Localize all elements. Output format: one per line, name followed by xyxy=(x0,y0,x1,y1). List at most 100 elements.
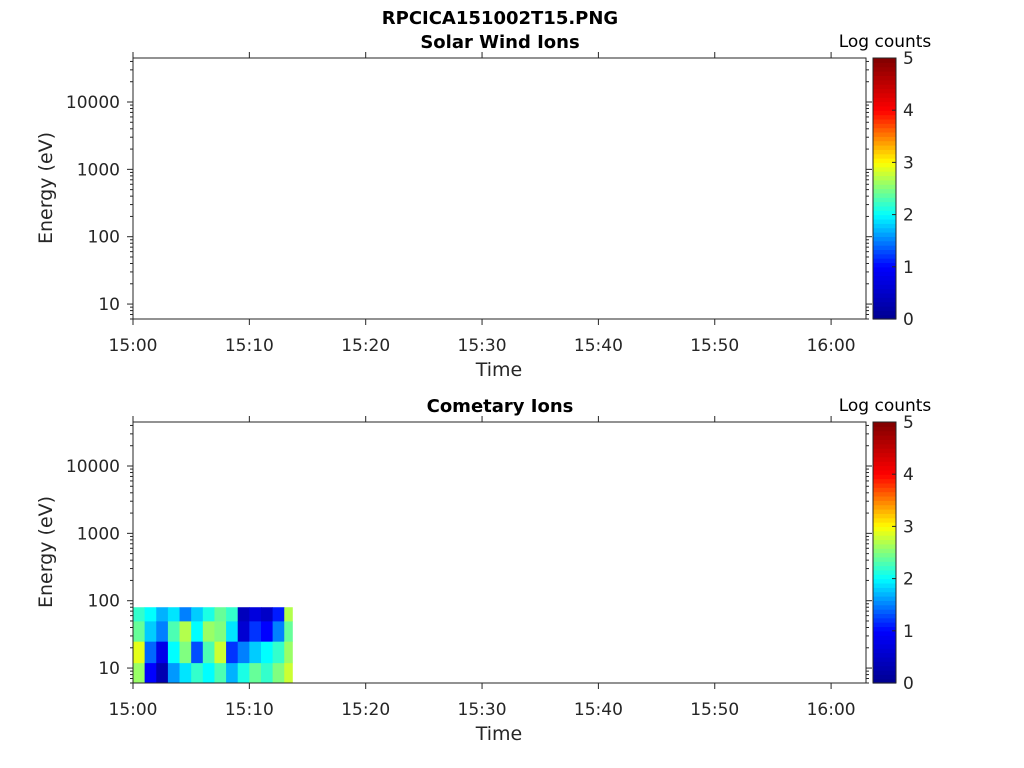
colorbar-swatch xyxy=(873,297,896,303)
colorbar-swatch xyxy=(873,136,896,142)
colorbar-swatch xyxy=(873,435,896,440)
colorbar-swatch xyxy=(873,71,896,76)
figure-title: RPCICA151002T15.PNG xyxy=(382,8,618,29)
heatmap-cell xyxy=(133,620,146,642)
colorbar-swatch xyxy=(873,184,896,190)
colorbar-swatch xyxy=(873,678,896,684)
heatmap-cell xyxy=(226,641,239,664)
colorbar-swatch xyxy=(873,495,896,501)
colorbar-swatch xyxy=(873,513,896,519)
x-tick-label: 15:00 xyxy=(109,336,158,356)
heatmap-cell xyxy=(167,662,180,684)
heatmap-cell xyxy=(156,662,169,684)
colorbar-swatch xyxy=(873,587,896,593)
y-tick-label: 1000 xyxy=(77,524,120,544)
colorbar-swatch xyxy=(873,439,896,445)
colorbar-tick-label: 5 xyxy=(903,49,914,69)
heatmap-cell xyxy=(202,607,215,622)
heatmap-cell xyxy=(156,620,169,642)
colorbar-tick-label: 5 xyxy=(903,413,914,433)
heatmap-cell xyxy=(214,607,227,622)
colorbar-swatch xyxy=(873,232,896,237)
colorbar-swatch xyxy=(873,448,896,454)
heatmap-cell xyxy=(284,607,293,622)
colorbar-swatch xyxy=(873,565,896,571)
y-tick-label: 100 xyxy=(88,228,120,248)
colorbar-swatch xyxy=(873,535,896,541)
colorbar-swatch xyxy=(873,62,896,68)
y-axis-ticks: 10 100 1000 10000 xyxy=(66,424,872,684)
colorbar-swatch xyxy=(873,166,896,172)
colorbar-swatch xyxy=(873,131,896,137)
colorbar-swatch xyxy=(873,526,896,532)
colorbar-swatch xyxy=(873,240,896,246)
x-tick-label: 15:50 xyxy=(690,336,739,356)
colorbar-swatch xyxy=(873,205,896,211)
y-axis-label: Energy (eV) xyxy=(35,496,57,608)
colorbar-swatch xyxy=(873,617,896,623)
colorbar-swatch xyxy=(873,461,896,467)
colorbar-swatch xyxy=(873,543,896,549)
colorbar-swatch xyxy=(873,600,896,606)
colorbar: 0 1 2 3 4 5 xyxy=(872,49,914,330)
colorbar-swatch xyxy=(873,253,896,259)
heatmap-cell xyxy=(133,607,146,622)
colorbar-swatch xyxy=(873,474,896,480)
heatmap-cell xyxy=(260,620,274,642)
colorbar-frame xyxy=(872,421,897,684)
colorbar-swatch xyxy=(873,609,896,614)
heatmap-cell xyxy=(237,641,250,664)
heatmap-cell xyxy=(249,620,262,642)
colorbar-swatch xyxy=(873,604,896,610)
colorbar-swatch xyxy=(873,79,896,85)
heatmap-cell xyxy=(179,662,192,684)
heatmap-cell xyxy=(237,662,250,684)
heatmap-cell xyxy=(249,641,262,664)
colorbar-swatch xyxy=(873,275,896,281)
colorbar-swatch xyxy=(873,552,896,558)
colorbar-swatch xyxy=(873,487,896,493)
heatmap-cell xyxy=(144,641,157,664)
colorbar-swatch xyxy=(873,656,896,662)
colorbar-tick-label: 3 xyxy=(903,517,914,537)
heatmap-cell xyxy=(133,641,146,664)
colorbar-swatch xyxy=(873,310,896,316)
colorbar-swatch xyxy=(873,223,896,229)
heatmap-cell xyxy=(191,662,204,684)
heatmap-cell xyxy=(237,607,250,622)
colorbar-swatch xyxy=(873,665,896,671)
colorbar-swatch xyxy=(873,123,896,129)
colorbar-swatch xyxy=(873,301,896,307)
heatmap-cell xyxy=(191,620,204,642)
colorbar-swatch xyxy=(873,105,896,111)
colorbar-swatch xyxy=(873,114,896,120)
x-tick-label: 16:00 xyxy=(807,700,856,720)
colorbar-swatch xyxy=(873,258,896,264)
x-axis-ticks: 15:00 15:10 15:20 15:30 15:40 15:50 16:00 xyxy=(109,416,856,720)
colorbar-swatch xyxy=(873,153,896,159)
colorbar-swatch xyxy=(873,201,896,207)
y-axis-label: Energy (eV) xyxy=(35,132,57,244)
colorbar-swatch xyxy=(873,292,896,298)
colorbar-swatch xyxy=(873,661,896,667)
heatmap-cell xyxy=(191,607,204,622)
colorbar-swatch xyxy=(873,596,896,601)
heatmap-cell xyxy=(144,607,157,622)
heatmap-cell xyxy=(226,607,239,622)
colorbar-swatch xyxy=(873,179,896,185)
colorbar-swatch xyxy=(873,426,896,432)
colorbar-tick-label: 1 xyxy=(903,622,914,642)
colorbar-swatch xyxy=(873,491,896,497)
colorbar-swatch xyxy=(873,648,896,654)
y-tick-label: 10 xyxy=(98,295,120,315)
colorbar-swatch xyxy=(873,305,896,311)
colorbar-swatch xyxy=(873,639,896,645)
colorbar-tick-label: 4 xyxy=(903,101,914,121)
colorbar-swatch xyxy=(873,162,896,168)
colorbar-swatch xyxy=(873,517,896,523)
colorbar-swatch xyxy=(873,314,896,320)
colorbar-swatch xyxy=(873,674,896,680)
colorbar-swatch xyxy=(873,140,896,146)
